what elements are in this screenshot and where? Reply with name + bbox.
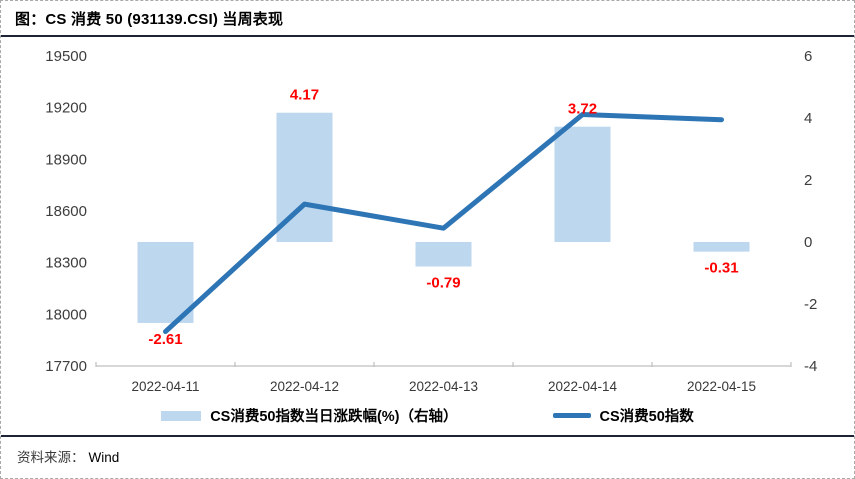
bar-data-label: -0.31 bbox=[704, 260, 738, 277]
bar bbox=[554, 126, 611, 242]
legend-line-label: CS消费50指数 bbox=[599, 409, 694, 425]
bar-data-label: 3.72 bbox=[568, 101, 597, 118]
x-axis-category-label: 2022-04-14 bbox=[548, 379, 618, 394]
bar bbox=[415, 242, 472, 267]
bar-data-label: 4.17 bbox=[290, 87, 319, 104]
chart-title: 图：CS 消费 50 (931139.CSI) 当周表现 bbox=[15, 10, 284, 28]
right-axis-tick-label: 4 bbox=[804, 110, 812, 127]
index-line bbox=[163, 112, 724, 335]
bar-data-label: -2.61 bbox=[148, 331, 182, 348]
left-axis-tick-label: 17700 bbox=[45, 358, 87, 375]
right-axis-tick-label: -2 bbox=[804, 296, 817, 313]
chart-legend: CS消费50指数当日涨跌幅(%)（右轴） CS消费50指数 bbox=[1, 405, 854, 426]
right-axis-tick-label: 2 bbox=[804, 172, 812, 189]
source-label: 资料来源： bbox=[17, 450, 85, 465]
legend-bar-label: CS消费50指数当日涨跌幅(%)（右轴） bbox=[210, 409, 458, 425]
line-series-swatch bbox=[552, 413, 591, 418]
right-axis-tick-label: -4 bbox=[804, 358, 817, 375]
legend-item-bar: CS消费50指数当日涨跌幅(%)（右轴） bbox=[161, 405, 458, 426]
chart-title-row: 图：CS 消费 50 (931139.CSI) 当周表现 bbox=[1, 1, 854, 37]
left-axis-tick-label: 19200 bbox=[45, 100, 87, 117]
x-axis-category-label: 2022-04-13 bbox=[409, 379, 478, 394]
chart-area: 19500 19200 18900 18600 18300 18000 17700 6 4 2 0 -… bbox=[1, 41, 854, 401]
bar-series-swatch bbox=[161, 410, 202, 421]
left-axis-tick-label: 18600 bbox=[45, 203, 87, 220]
bar bbox=[137, 242, 194, 323]
combo-chart: 19500 19200 18900 18600 18300 18000 17700 6 4 2 0 -… bbox=[45, 48, 817, 394]
left-axis-tick-label: 18900 bbox=[45, 151, 87, 168]
right-axis-tick-label: 6 bbox=[804, 48, 812, 65]
x-axis-category-label: 2022-04-12 bbox=[270, 379, 339, 394]
source-value: Wind bbox=[88, 450, 120, 465]
bar-data-label: -0.79 bbox=[426, 274, 460, 291]
bar bbox=[693, 242, 750, 252]
legend-item-line: CS消费50指数 bbox=[552, 405, 694, 426]
right-axis-tick-label: 0 bbox=[804, 234, 812, 251]
left-axis-tick-label: 18300 bbox=[45, 255, 87, 272]
left-axis-tick-label: 18000 bbox=[45, 306, 87, 323]
x-axis-category-label: 2022-04-11 bbox=[131, 379, 199, 394]
left-axis-tick-label: 19500 bbox=[45, 48, 87, 65]
x-axis-category-label: 2022-04-15 bbox=[687, 379, 756, 394]
source-row: 资料来源： Wind bbox=[1, 435, 854, 478]
